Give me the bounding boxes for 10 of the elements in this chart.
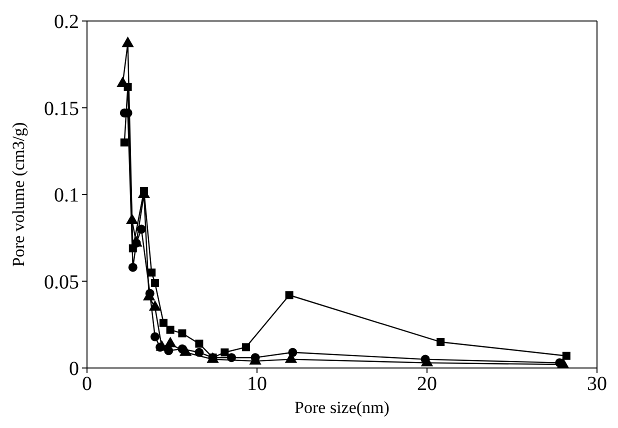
x-tick-label: 10 [247,373,267,396]
y-axis-title: Pore volume (cm3/g) [9,122,28,267]
y-tick-label: 0.1 [54,184,79,207]
y-tick-label: 0 [69,358,79,380]
y-tick-label: 0.2 [54,11,79,34]
y-tick-label: 0.15 [44,98,79,120]
x-tick-label: 20 [417,373,437,396]
x-tick-label: 30 [587,373,607,396]
x-axis-title: Pore size(nm) [294,398,390,417]
y-tick-label: 0.05 [44,271,79,294]
